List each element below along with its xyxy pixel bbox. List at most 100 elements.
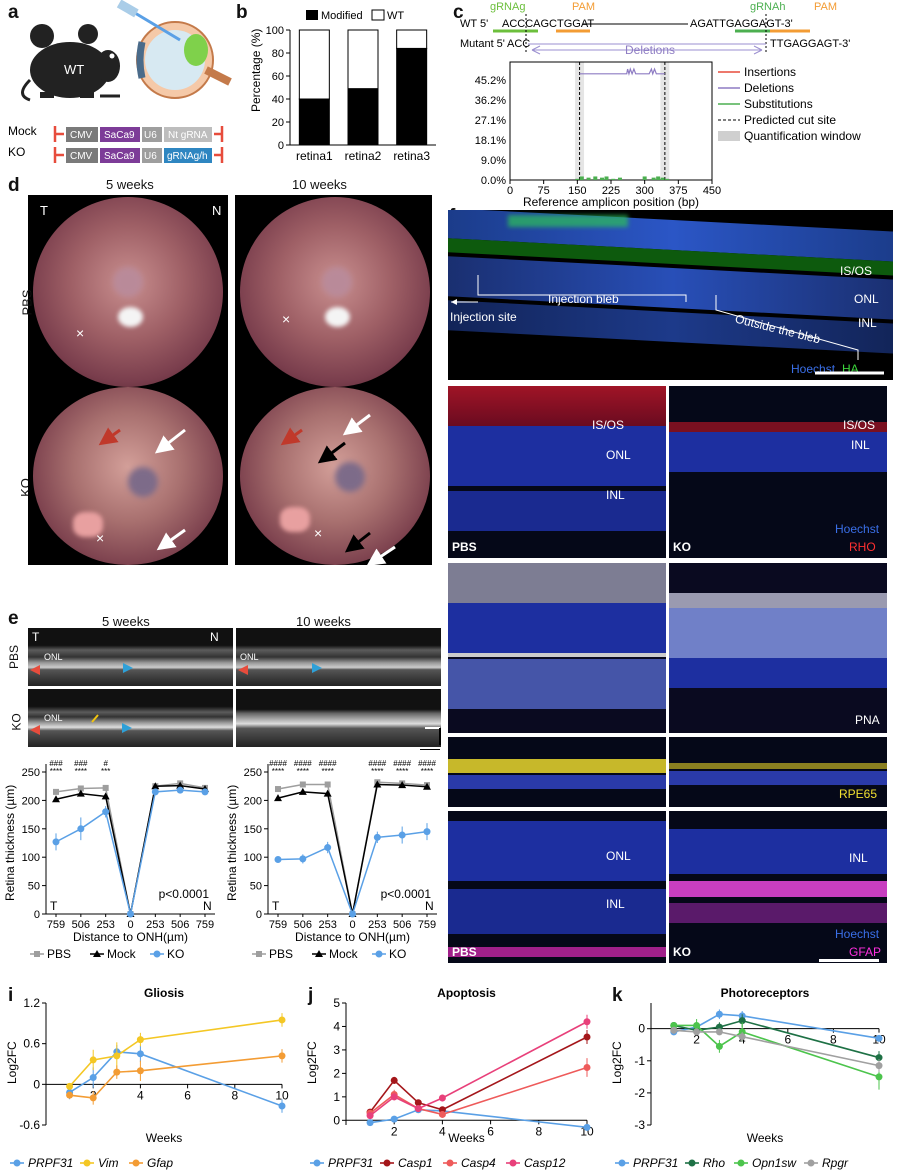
h-gfap: GFAP: [849, 945, 882, 959]
fundus-arrows: [98, 413, 396, 566]
e-point-ko: [52, 838, 60, 846]
oct-ko-10w: [236, 689, 441, 747]
data-point: [136, 1067, 144, 1075]
substitution-mark: [660, 177, 665, 180]
e-sig-star: ****: [396, 767, 408, 776]
e-sig-hash: ####: [418, 759, 436, 768]
b-ytick-label: 20: [272, 117, 284, 129]
substitution-mark: [611, 178, 616, 180]
e-sig-star: ****: [371, 767, 383, 776]
data-point: [89, 1074, 97, 1082]
panel-h-pbs: ONL INL PBS: [448, 811, 666, 963]
g-ko: KO: [673, 540, 691, 554]
panel-g-pbs-rpe65: [448, 737, 666, 807]
e-sig-hash: ###: [49, 759, 63, 768]
grnah-label: gRNAh: [750, 1, 785, 13]
e-xtick-label: 759: [418, 919, 436, 931]
bar-wt: [347, 29, 379, 90]
data-point: [693, 1028, 701, 1036]
h-pbs: PBS: [452, 945, 477, 959]
panel-g-ko-rpe65: RPE65: [669, 737, 887, 807]
g-pbs: PBS: [452, 540, 477, 554]
h-ko: KO: [673, 945, 691, 959]
e-point-ko: [201, 788, 209, 796]
e-point-pbs: [53, 788, 59, 795]
c-legend-label: Predicted cut site: [744, 113, 836, 127]
c-ytick-label: 0.0%: [481, 175, 506, 187]
e-xlabel: Distance to ONH(µm): [295, 930, 410, 944]
data-point: [738, 1033, 746, 1041]
e-ytick-label: 100: [244, 852, 262, 864]
b-ytick-label: 40: [272, 94, 284, 106]
substitution-mark: [579, 176, 584, 180]
data-point: [583, 1033, 591, 1041]
fundus-pbs-5w: [33, 197, 223, 387]
e-sig-star: ***: [101, 767, 110, 776]
panel-h-ko: INL KO Hoechst GFAP: [669, 811, 887, 963]
chart-i: Gliosis-0.600.61.2246810Log2FCWeeksPRPF3…: [5, 986, 289, 1170]
panel-label-c: c: [453, 2, 464, 23]
e-xtick-label: 0: [349, 919, 355, 931]
bar-modified: [347, 88, 379, 146]
data-point: [113, 1052, 121, 1060]
e-pvalue: p<0.0001: [159, 887, 210, 901]
e-point-pbs: [275, 786, 281, 793]
panel-g-pbs-rho: IS/OS ONL INL PBS: [448, 386, 666, 558]
e-axis-t: T: [272, 899, 280, 913]
e-sig-hash: ####: [368, 759, 386, 768]
legend-label: PRPF31: [28, 1156, 73, 1170]
ylabel: Log2FC: [5, 1041, 19, 1084]
g-inl-ko: INL: [851, 438, 870, 452]
legend-label: Rho: [703, 1156, 725, 1170]
fundus-pbs-10w: [240, 197, 430, 387]
c-legend-swatch: [718, 131, 740, 141]
e-pvalue: p<0.0001: [381, 887, 432, 901]
e-legend-label: Mock: [329, 947, 359, 961]
e-sig-hash: ####: [269, 759, 287, 768]
e-xtick-label: 253: [96, 919, 114, 931]
e-point-mock: [176, 781, 185, 789]
chart-c: gRNAg PAM gRNAh PAM WT 5' ACCCAGCTGGAT A…: [460, 1, 861, 209]
xtick-label: 4: [137, 1088, 144, 1102]
e-sig-hash: ####: [294, 759, 312, 768]
x-mark: ×: [76, 325, 85, 341]
e-point-ko: [102, 808, 110, 816]
e-ytick-label: 150: [22, 824, 40, 836]
legend-label: Opn1sw: [752, 1156, 797, 1170]
e-ylabel: Retina thickness (µm): [3, 785, 17, 901]
ytick-label: -1: [634, 1054, 645, 1068]
h-hoechst: Hoechst: [835, 927, 880, 941]
e-sig-hash: #: [103, 759, 108, 768]
e-sig-hash: ####: [393, 759, 411, 768]
arrow-white-icon: [342, 413, 371, 436]
e-sig-star: ****: [272, 767, 284, 776]
g-isos: IS/OS: [592, 418, 625, 432]
b-category-label: retina3: [393, 149, 430, 163]
legend-marker: [83, 1159, 91, 1167]
e-xtick-label: 506: [72, 919, 90, 931]
panel-g-ko-pna: PNA: [669, 563, 887, 733]
data-point: [136, 1036, 144, 1044]
series-line-vim: [69, 1019, 283, 1087]
h-inl: INL: [606, 897, 625, 911]
xtick-label: 6: [784, 1033, 791, 1047]
data-point: [89, 1094, 97, 1102]
data-point: [875, 1034, 883, 1042]
xtick-label: 6: [184, 1088, 191, 1102]
svg-text:gRNAg/h: gRNAg/h: [167, 151, 208, 162]
panel-label-j: j: [308, 985, 314, 1006]
data-point: [583, 1064, 591, 1072]
legend-label: Casp4: [461, 1156, 496, 1170]
e-point-pbs: [324, 781, 331, 788]
fundus-ko-10w: [240, 387, 430, 565]
e-axis-n: N: [203, 899, 212, 913]
e-legend-marker: [315, 950, 323, 957]
data-point: [583, 1123, 591, 1131]
quantification-window: [660, 62, 670, 180]
xtick-label: 4: [439, 1124, 446, 1138]
data-point: [875, 1073, 883, 1081]
substitution-mark: [575, 178, 580, 180]
data-point: [66, 1091, 74, 1099]
substitution-mark: [586, 177, 591, 180]
legend-marker: [313, 1159, 321, 1167]
